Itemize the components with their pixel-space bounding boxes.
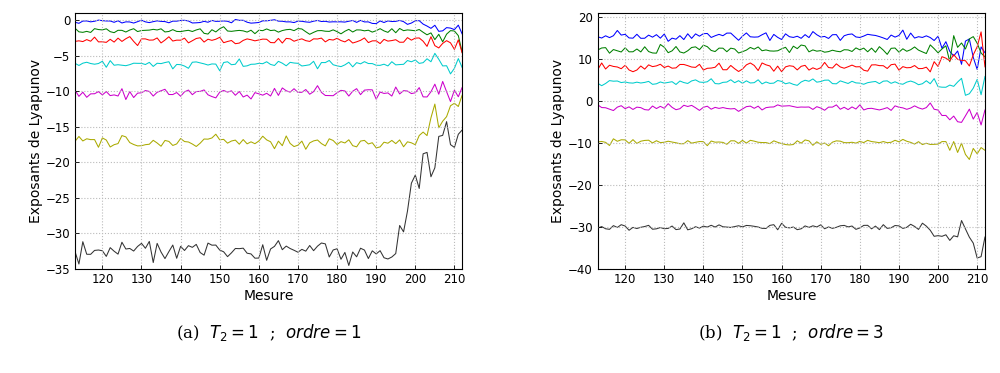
Text: (b)  $T_2 = 1$  ;  $\mathit{ordre} = 3$: (b) $T_2 = 1$ ; $\mathit{ordre} = 3$ xyxy=(698,322,885,343)
X-axis label: Mesure: Mesure xyxy=(243,289,294,303)
Text: (a)  $T_2 = 1$  ;  $\mathit{ordre} = 1$: (a) $T_2 = 1$ ; $\mathit{ordre} = 1$ xyxy=(176,322,361,343)
X-axis label: Mesure: Mesure xyxy=(766,289,817,303)
Y-axis label: Exposants de Lyapunov: Exposants de Lyapunov xyxy=(29,59,43,223)
Y-axis label: Exposants de Lyapunov: Exposants de Lyapunov xyxy=(551,59,565,223)
